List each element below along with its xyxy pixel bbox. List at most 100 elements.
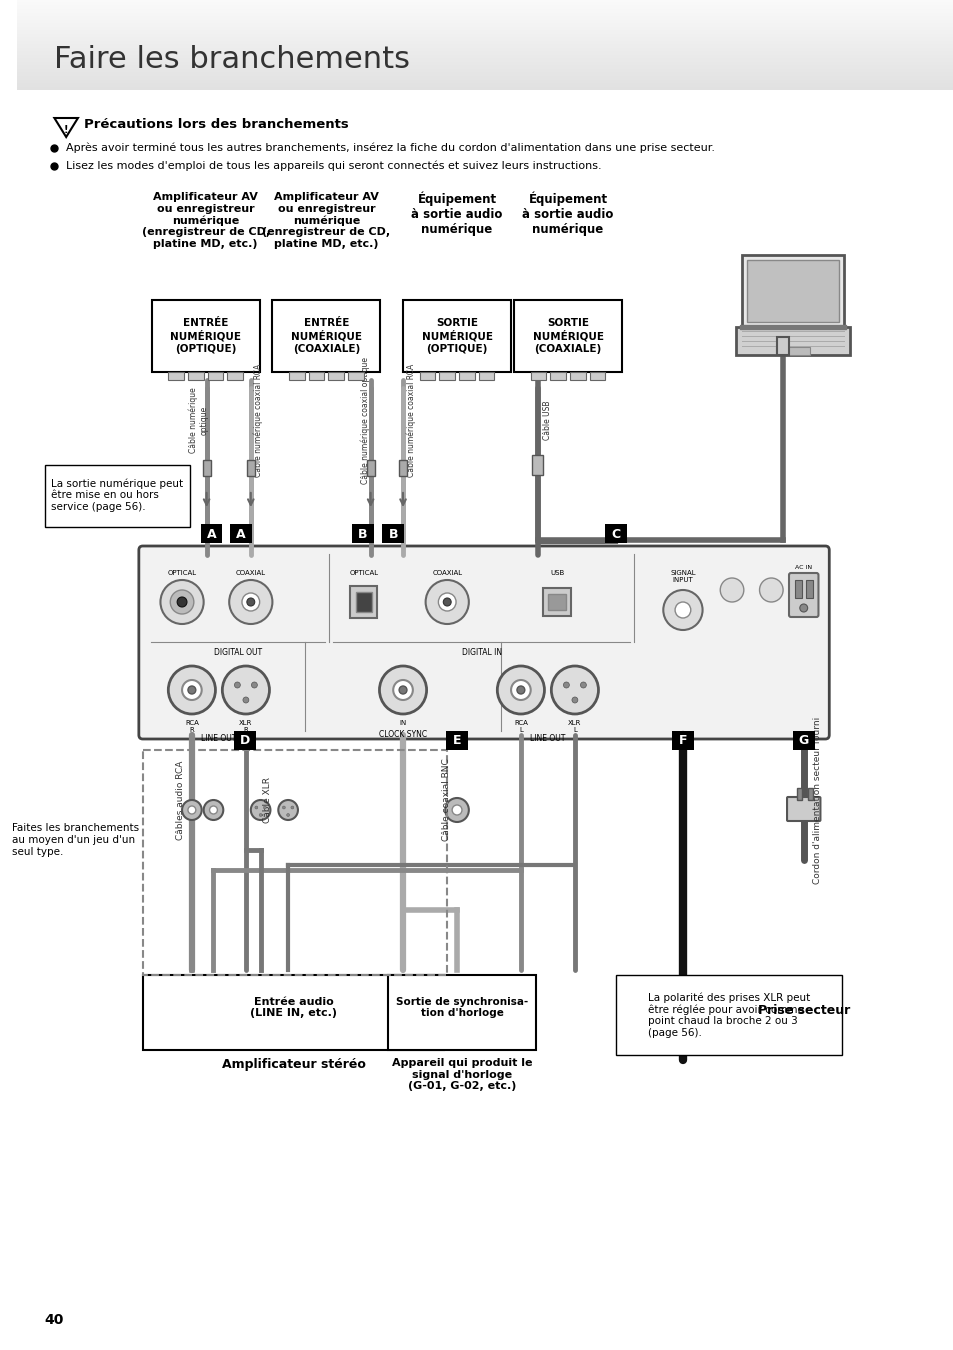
Circle shape [551,666,598,714]
Text: Équipement
à sortie audio
numérique: Équipement à sortie audio numérique [522,192,613,236]
Text: XLR
L: XLR L [568,720,581,733]
FancyBboxPatch shape [458,373,475,379]
Text: Câble USB: Câble USB [542,400,552,440]
Text: F: F [678,734,686,748]
Text: Précautions lors des branchements: Précautions lors des branchements [84,119,348,131]
FancyBboxPatch shape [439,373,455,379]
FancyBboxPatch shape [388,975,535,1050]
Circle shape [203,801,223,819]
Circle shape [229,580,273,624]
Text: Sortie de synchronisa-
tion d'horloge: Sortie de synchronisa- tion d'horloge [395,996,528,1018]
Circle shape [254,806,257,809]
Text: Entrée audio
(LINE IN, etc.): Entrée audio (LINE IN, etc.) [250,996,336,1018]
Text: AC IN: AC IN [795,566,811,570]
Text: CLOCK SYNC: CLOCK SYNC [378,730,427,738]
Circle shape [379,666,426,714]
FancyBboxPatch shape [616,975,841,1054]
FancyBboxPatch shape [569,373,585,379]
FancyBboxPatch shape [672,730,693,751]
Text: Lisez les modes d'emploi de tous les appareils qui seront connectés et suivez le: Lisez les modes d'emploi de tous les app… [66,161,601,171]
Text: OPTICAL: OPTICAL [349,570,378,576]
Circle shape [572,697,578,703]
Text: RCA
R: RCA R [185,720,198,733]
Text: Appareil qui produit le
signal d'horloge
(G-01, G-02, etc.): Appareil qui produit le signal d'horloge… [392,1058,532,1091]
Text: ENTRÉE
NUMÉRIQUE
(COAXIALE): ENTRÉE NUMÉRIQUE (COAXIALE) [291,319,361,354]
Circle shape [799,603,807,612]
Circle shape [234,682,240,688]
FancyBboxPatch shape [543,589,571,616]
Circle shape [177,597,187,608]
Text: SORTIE
NUMÉRIQUE
(OPTIQUE): SORTIE NUMÉRIQUE (OPTIQUE) [421,319,492,354]
FancyBboxPatch shape [350,586,377,618]
Circle shape [210,806,217,814]
FancyBboxPatch shape [247,460,254,477]
Circle shape [182,680,201,701]
Text: A: A [236,528,246,540]
FancyBboxPatch shape [45,464,190,526]
Circle shape [675,602,690,618]
Circle shape [242,593,259,612]
Text: Cordon d'alimentation secteur fourni: Cordon d'alimentation secteur fourni [812,717,821,884]
FancyBboxPatch shape [605,524,626,543]
FancyBboxPatch shape [208,373,223,379]
Text: Câble numérique coaxial RCA: Câble numérique coaxial RCA [406,363,416,477]
FancyBboxPatch shape [352,524,374,543]
Text: Équipement
à sortie audio
numérique: Équipement à sortie audio numérique [411,192,502,236]
Text: B: B [388,528,397,540]
FancyBboxPatch shape [788,572,818,617]
FancyBboxPatch shape [402,300,511,373]
FancyBboxPatch shape [478,373,494,379]
FancyBboxPatch shape [794,580,801,598]
Text: B: B [357,528,367,540]
Circle shape [278,801,297,819]
Text: SIGNAL
INPUT: SIGNAL INPUT [669,570,695,583]
Circle shape [579,682,586,688]
Text: G: G [798,734,808,748]
Text: Faites les branchements
au moyen d'un jeu d'un
seul type.: Faites les branchements au moyen d'un je… [12,824,139,857]
Text: XLR
R: XLR R [239,720,253,733]
Text: OPTICAL: OPTICAL [168,570,196,576]
Text: A: A [207,528,216,540]
Text: COAXIAL: COAXIAL [432,570,462,576]
Circle shape [443,598,451,606]
FancyBboxPatch shape [807,788,812,801]
Circle shape [170,590,193,614]
FancyBboxPatch shape [735,327,849,355]
FancyBboxPatch shape [230,524,252,543]
Circle shape [563,682,569,688]
Circle shape [445,798,468,822]
Circle shape [759,578,782,602]
FancyBboxPatch shape [200,524,222,543]
Circle shape [497,666,544,714]
FancyBboxPatch shape [786,796,820,821]
Text: ENTRÉE
NUMÉRIQUE
(OPTIQUE): ENTRÉE NUMÉRIQUE (OPTIQUE) [170,319,241,354]
FancyBboxPatch shape [382,524,403,543]
Text: Câble XLR: Câble XLR [263,778,272,824]
Circle shape [259,814,262,817]
Text: Après avoir terminé tous les autres branchements, insérez la fiche du cordon d'a: Après avoir terminé tous les autres bran… [66,143,715,154]
FancyBboxPatch shape [550,373,565,379]
FancyBboxPatch shape [355,593,372,612]
FancyBboxPatch shape [530,373,546,379]
Text: SORTIE
NUMÉRIQUE
(COAXIALE): SORTIE NUMÉRIQUE (COAXIALE) [532,319,603,354]
FancyBboxPatch shape [139,545,828,738]
Text: Câble coaxial BNC: Câble coaxial BNC [441,759,450,841]
Circle shape [662,590,701,630]
Text: Câbles audio RCA: Câbles audio RCA [175,760,184,840]
Text: DIGITAL IN: DIGITAL IN [461,648,501,657]
FancyBboxPatch shape [152,300,259,373]
Text: COAXIAL: COAXIAL [235,570,266,576]
Text: C: C [611,528,620,540]
Text: Amplificateur AV
ou enregistreur
numérique
(enregistreur de CD,
platine MD, etc.: Amplificateur AV ou enregistreur numériq… [141,192,270,248]
FancyBboxPatch shape [776,347,809,355]
Circle shape [251,801,270,819]
FancyBboxPatch shape [328,373,344,379]
FancyBboxPatch shape [202,460,211,477]
Circle shape [393,680,413,701]
Text: RCA
L: RCA L [514,720,527,733]
Text: Câble numérique
optique: Câble numérique optique [189,387,209,452]
FancyBboxPatch shape [227,373,243,379]
FancyBboxPatch shape [366,460,375,477]
Circle shape [438,593,456,612]
Text: E: E [453,734,461,748]
